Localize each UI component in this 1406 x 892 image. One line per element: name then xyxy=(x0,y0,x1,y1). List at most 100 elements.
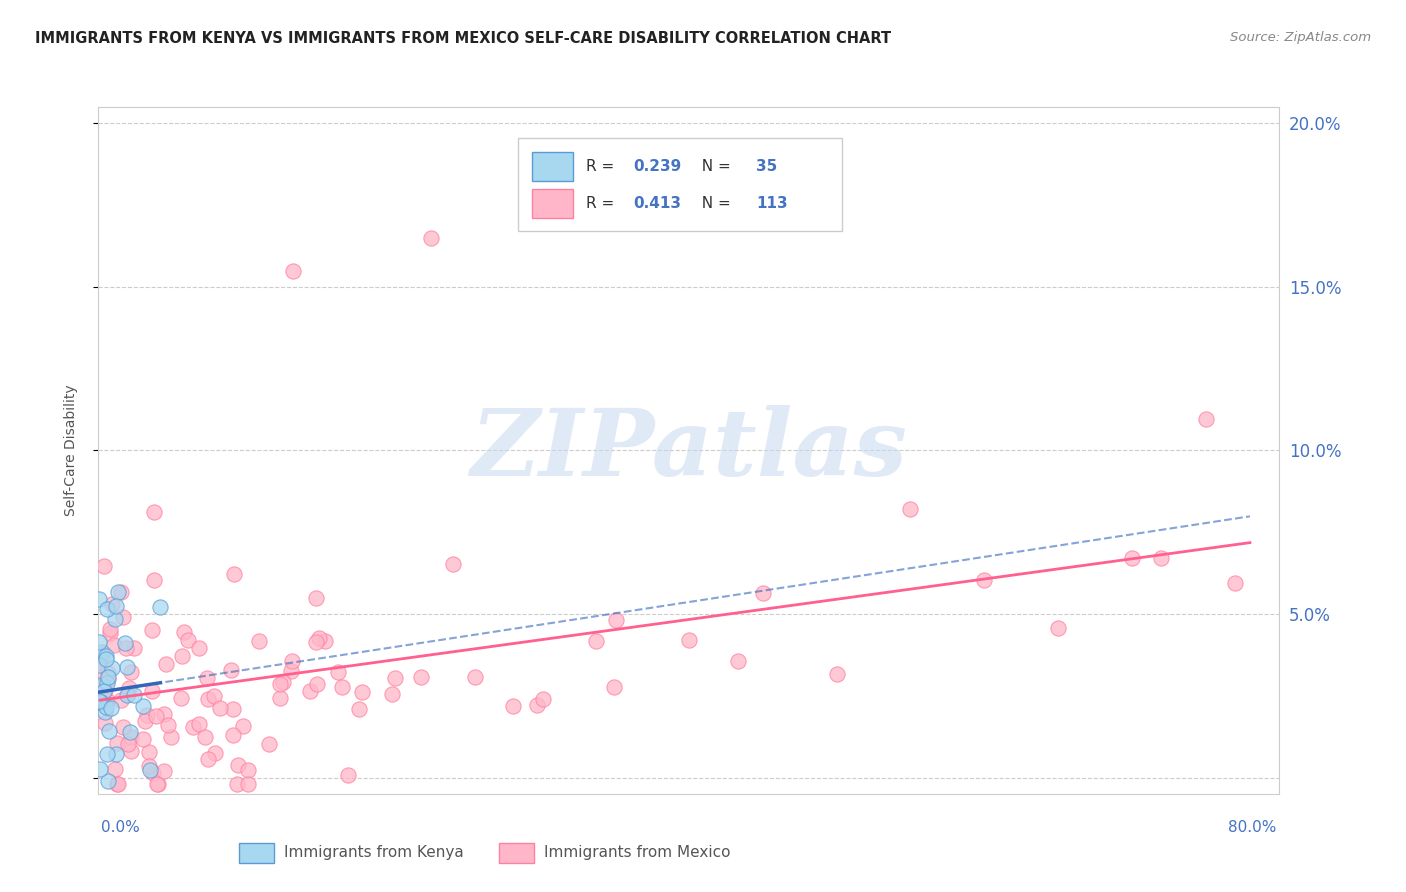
Point xyxy=(236,764,259,778)
Point xyxy=(281,263,304,277)
Point xyxy=(96,676,118,690)
Point xyxy=(143,573,166,587)
Point xyxy=(526,698,548,712)
Point xyxy=(752,586,775,600)
Point xyxy=(142,766,165,780)
Point xyxy=(308,632,330,646)
Point xyxy=(96,747,118,761)
FancyBboxPatch shape xyxy=(531,153,574,181)
Point xyxy=(101,661,124,675)
Point xyxy=(900,502,922,516)
Point xyxy=(90,663,112,677)
Point xyxy=(107,585,129,599)
Point xyxy=(347,702,370,716)
Point xyxy=(727,654,749,668)
Point xyxy=(117,687,139,701)
Point xyxy=(122,641,145,656)
Point xyxy=(314,633,336,648)
Point xyxy=(134,714,156,729)
Point xyxy=(120,730,142,744)
Point xyxy=(100,701,122,715)
Text: IMMIGRANTS FROM KENYA VS IMMIGRANTS FROM MEXICO SELF-CARE DISABILITY CORRELATION: IMMIGRANTS FROM KENYA VS IMMIGRANTS FROM… xyxy=(35,31,891,46)
Point xyxy=(145,777,167,791)
Point xyxy=(232,718,254,732)
Point xyxy=(91,677,114,691)
Point xyxy=(94,700,117,714)
Point xyxy=(142,505,165,519)
Point xyxy=(155,657,177,671)
Point xyxy=(330,680,353,694)
Point xyxy=(118,725,141,739)
Point xyxy=(181,720,204,734)
Point xyxy=(93,559,115,574)
Point xyxy=(441,558,464,572)
Point xyxy=(464,670,486,684)
Point xyxy=(112,720,135,734)
Point xyxy=(202,690,225,704)
Point xyxy=(94,652,117,666)
Point xyxy=(585,634,607,648)
Point xyxy=(103,638,125,652)
Point xyxy=(825,666,848,681)
Point xyxy=(280,665,302,679)
Point xyxy=(177,633,200,648)
Text: 113: 113 xyxy=(756,196,787,211)
Point xyxy=(1046,621,1070,635)
Point xyxy=(89,762,111,776)
Point xyxy=(1150,551,1173,566)
Point xyxy=(226,758,249,772)
Text: R =: R = xyxy=(586,196,619,211)
Point xyxy=(305,677,328,691)
Point xyxy=(269,677,291,691)
Point xyxy=(197,691,219,706)
Point xyxy=(195,671,218,685)
Text: 80.0%: 80.0% xyxy=(1229,821,1277,835)
Point xyxy=(117,681,139,696)
Text: R =: R = xyxy=(586,160,619,174)
Point xyxy=(97,666,120,681)
Point xyxy=(105,747,128,761)
Point xyxy=(352,685,374,699)
Text: N =: N = xyxy=(693,160,737,174)
Point xyxy=(170,691,193,706)
Point xyxy=(678,633,700,648)
Point xyxy=(90,695,112,709)
Point xyxy=(225,777,247,791)
Point xyxy=(98,626,121,640)
Point xyxy=(105,777,128,791)
Point xyxy=(96,602,118,616)
Point xyxy=(271,674,294,689)
Text: 0.0%: 0.0% xyxy=(101,821,141,835)
Point xyxy=(305,591,328,605)
Point xyxy=(115,640,138,655)
Point xyxy=(156,718,179,732)
Point xyxy=(152,707,174,722)
Point xyxy=(605,613,627,627)
Text: 0.413: 0.413 xyxy=(634,196,682,211)
Point xyxy=(973,573,995,587)
Point xyxy=(94,705,117,719)
Point xyxy=(91,645,114,659)
Point xyxy=(173,624,195,639)
Point xyxy=(197,752,219,766)
Point xyxy=(115,689,138,703)
Point xyxy=(94,716,117,731)
Text: ZIPatlas: ZIPatlas xyxy=(471,406,907,495)
Point xyxy=(209,701,232,715)
Point xyxy=(89,694,111,708)
Point xyxy=(188,717,211,731)
Point xyxy=(96,693,118,707)
Point xyxy=(502,698,524,713)
Point xyxy=(89,635,111,649)
Point xyxy=(194,730,217,744)
Point xyxy=(103,797,125,811)
Point xyxy=(141,683,163,698)
Point xyxy=(115,659,138,673)
Point xyxy=(107,777,129,791)
Point xyxy=(138,758,160,772)
Point xyxy=(336,768,359,782)
Text: N =: N = xyxy=(693,196,737,211)
Point xyxy=(89,656,111,670)
Point xyxy=(122,689,145,703)
Point xyxy=(112,609,135,624)
